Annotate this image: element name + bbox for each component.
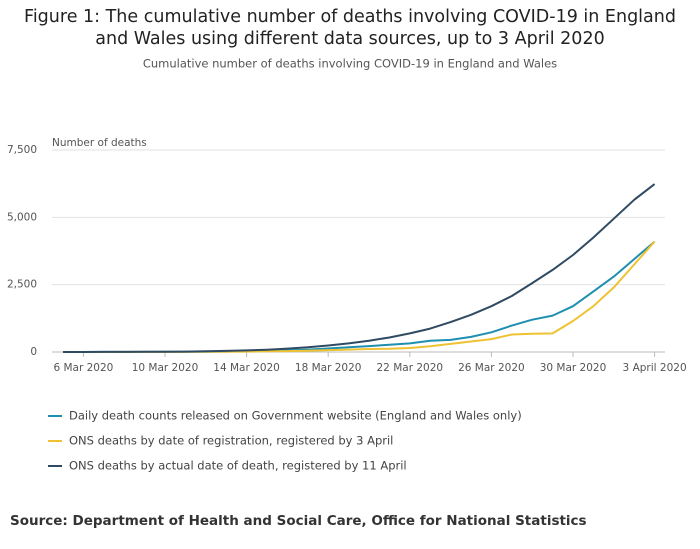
- x-tick-label: 18 Mar 2020: [295, 362, 362, 374]
- x-tick-label: 3 April 2020: [623, 362, 687, 374]
- x-tick-label: 6 Mar 2020: [53, 362, 113, 374]
- y-tick-label: 7,500: [7, 144, 37, 156]
- chart-title: Figure 1: The cumulative number of death…: [24, 7, 676, 49]
- source: Source: Department of Health and Social …: [10, 513, 587, 529]
- y-tick-label: 5,000: [7, 211, 37, 223]
- legend-label: ONS deaths by date of registration, regi…: [69, 434, 393, 448]
- x-tick-label: 26 Mar 2020: [458, 362, 525, 374]
- y-tick-label: 2,500: [7, 279, 37, 291]
- series-line: [63, 240, 656, 353]
- series-line: [63, 240, 656, 353]
- x-tick-label: 30 Mar 2020: [540, 362, 607, 374]
- y-axis-label: Number of deaths: [52, 137, 147, 149]
- x-tick-label: 10 Mar 2020: [132, 362, 199, 374]
- x-tick-label: 14 Mar 2020: [213, 362, 280, 374]
- legend-label: ONS deaths by actual date of death, regi…: [69, 459, 407, 473]
- chart-subtitle: Cumulative number of deaths involving CO…: [143, 57, 557, 71]
- legend-label: Daily death counts released on Governmen…: [69, 409, 522, 423]
- x-tick-label: 22 Mar 2020: [377, 362, 444, 374]
- y-tick-label: 0: [30, 346, 37, 358]
- series-line: [63, 183, 656, 353]
